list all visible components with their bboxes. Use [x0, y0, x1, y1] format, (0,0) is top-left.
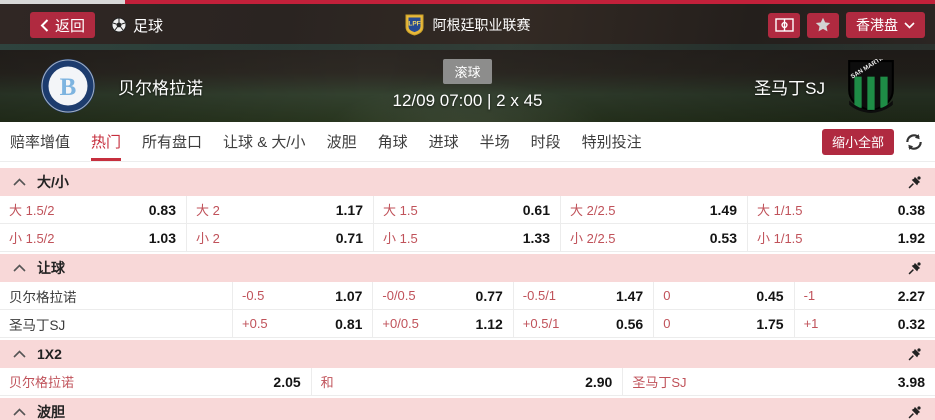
odds-cell[interactable]: 大 1/1.5 0.38 [748, 196, 935, 224]
svg-text:B: B [60, 74, 77, 101]
home-team-logo: B [41, 59, 95, 113]
handicap-header[interactable]: 让球 [0, 252, 935, 282]
tab-half[interactable]: 半场 [479, 134, 510, 151]
svg-text:LPF: LPF [408, 21, 420, 28]
odds-cell[interactable]: 大 1.5 0.61 [374, 196, 561, 224]
tab-corners[interactable]: 角球 [377, 134, 408, 151]
pitch-icon [774, 18, 794, 32]
away-team-logo: SAN MARTIN [848, 59, 894, 113]
top-bar-actions: 香港盘 [768, 12, 925, 38]
odds-cell[interactable]: +1 0.32 [794, 310, 935, 338]
pin-icon[interactable] [907, 347, 922, 362]
league-header: LPF 阿根廷职业联赛 [405, 0, 531, 50]
chevron-up-icon [13, 264, 26, 272]
handicap-team-label: 贝尔格拉诺 [0, 282, 233, 310]
section-title: 让球 [37, 260, 65, 276]
away-team: 圣马丁SJ SAN MARTIN [754, 50, 895, 122]
home-team: B 贝尔格拉诺 [40, 50, 203, 122]
tab-correct-score[interactable]: 波胆 [326, 134, 357, 151]
match-header: B 贝尔格拉诺 滚球 12/09 07:00 | 2 x 45 圣马丁SJ SA… [0, 50, 935, 122]
match-time: 12/09 07:00 | 2 x 45 [392, 91, 543, 110]
favorite-button[interactable] [807, 12, 839, 38]
tab-goals[interactable]: 进球 [428, 134, 459, 151]
odds-cell[interactable]: 大 2 1.17 [187, 196, 374, 224]
odds-cell[interactable]: 小 1/1.5 1.92 [748, 224, 935, 252]
odds-cell[interactable]: 小 1.5/2 1.03 [0, 224, 187, 252]
league-name: 阿根廷职业联赛 [432, 17, 531, 33]
over-under-grid: 大 1.5/2 0.83 大 2 1.17 大 1.5 0.61 大 2/2.5 1.4… [0, 196, 935, 252]
market-section-1x2: 1X2 贝尔格拉诺 2.05 和 2.90 圣马丁SJ 3.98 [0, 338, 935, 396]
handicap-grid: 贝尔格拉诺 -0.5 1.07 -0/0.5 0.77 -0.5/1 1.47 0 0.… [0, 282, 935, 338]
section-title: 大/小 [37, 174, 69, 190]
lineup-button[interactable] [768, 12, 800, 38]
chevron-down-icon [904, 21, 915, 29]
pin-icon[interactable] [907, 175, 922, 190]
back-button[interactable]: 返回 [30, 12, 96, 38]
away-team-name: 圣马丁SJ [754, 78, 825, 98]
odds-type-dropdown[interactable]: 香港盘 [846, 12, 925, 38]
odds-cell[interactable]: -1 2.27 [794, 282, 935, 310]
tab-specials[interactable]: 特别投注 [581, 134, 642, 151]
odds-cell[interactable]: 小 2 0.71 [187, 224, 374, 252]
top-bar: 返回 足球 LPF 阿根廷职业联赛 [0, 0, 935, 50]
section-title: 波胆 [37, 404, 65, 420]
tab-all-markets[interactable]: 所有盘口 [142, 134, 203, 151]
odds-cell[interactable]: -0.5/1 1.47 [513, 282, 655, 310]
market-section-correct-score: 波胆 [0, 396, 935, 420]
sport-label: 足球 [133, 17, 164, 35]
odds-cell[interactable]: 大 1.5/2 0.83 [0, 196, 187, 224]
odds-cell[interactable]: 大 2/2.5 1.49 [561, 196, 748, 224]
over-under-header[interactable]: 大/小 [0, 166, 935, 196]
odds-cell[interactable]: 和 2.90 [311, 368, 624, 396]
tab-handicap-ou[interactable]: 让球 & 大/小 [223, 134, 306, 151]
tab-actions: 缩小全部 [821, 128, 925, 155]
match-result-grid: 贝尔格拉诺 2.05 和 2.90 圣马丁SJ 3.98 [0, 368, 935, 396]
handicap-team-label: 圣马丁SJ [0, 310, 233, 338]
odds-cell[interactable]: 0 1.75 [654, 310, 795, 338]
live-badge: 滚球 [443, 59, 492, 84]
chevron-left-icon [40, 18, 49, 32]
odds-cell[interactable]: -0/0.5 0.77 [373, 282, 514, 310]
odds-cell[interactable]: +0.5/1 0.56 [513, 310, 655, 338]
market-section-over-under: 大/小 大 1.5/2 0.83 大 2 1.17 大 1.5 0.61 大 2/2.… [0, 166, 935, 252]
odds-cell[interactable]: 圣马丁SJ 3.98 [623, 368, 935, 396]
pin-icon[interactable] [907, 261, 922, 276]
refresh-icon[interactable] [903, 131, 925, 153]
sport-selector[interactable]: 足球 [111, 15, 163, 36]
odds-cell[interactable]: +0.5 0.81 [233, 310, 374, 338]
tab-hot[interactable]: 热门 [91, 122, 122, 161]
league-badge-icon: LPF [405, 14, 423, 36]
pin-icon[interactable] [907, 405, 922, 420]
tab-odds-boost[interactable]: 赔率增值 [10, 134, 71, 151]
correct-score-header[interactable]: 波胆 [0, 396, 935, 420]
loading-progress-bar [0, 0, 935, 4]
collapse-all-button[interactable]: 缩小全部 [821, 128, 894, 155]
market-section-handicap: 让球 贝尔格拉诺 -0.5 1.07 -0/0.5 0.77 -0.5/1 1.47 … [0, 252, 935, 338]
chevron-up-icon [13, 178, 26, 186]
star-icon [815, 17, 831, 32]
tab-interval[interactable]: 时段 [530, 134, 561, 151]
section-title: 1X2 [37, 346, 62, 362]
tabs: 赔率增值 热门 所有盘口 让球 & 大/小 波胆 角球 进球 半场 时段 特别投… [10, 122, 642, 161]
back-label: 返回 [55, 17, 86, 35]
chevron-up-icon [13, 350, 26, 358]
home-team-name: 贝尔格拉诺 [118, 78, 203, 98]
market-tab-bar: 赔率增值 热门 所有盘口 让球 & 大/小 波胆 角球 进球 半场 时段 特别投… [0, 122, 935, 162]
odds-cell[interactable]: 小 2/2.5 0.53 [561, 224, 748, 252]
odds-cell[interactable]: +0/0.5 1.12 [373, 310, 514, 338]
match-status: 滚球 12/09 07:00 | 2 x 45 [392, 50, 543, 122]
chevron-up-icon [13, 408, 26, 416]
odds-cell[interactable]: 小 1.5 1.33 [374, 224, 561, 252]
odds-cell[interactable]: -0.5 1.07 [233, 282, 374, 310]
match-result-header[interactable]: 1X2 [0, 338, 935, 368]
odds-cell[interactable]: 0 0.45 [654, 282, 795, 310]
odds-type-label: 香港盘 [856, 17, 898, 33]
soccer-ball-icon [111, 17, 127, 33]
odds-cell[interactable]: 贝尔格拉诺 2.05 [0, 368, 312, 396]
markets-list: 大/小 大 1.5/2 0.83 大 2 1.17 大 1.5 0.61 大 2/2.… [0, 162, 935, 420]
